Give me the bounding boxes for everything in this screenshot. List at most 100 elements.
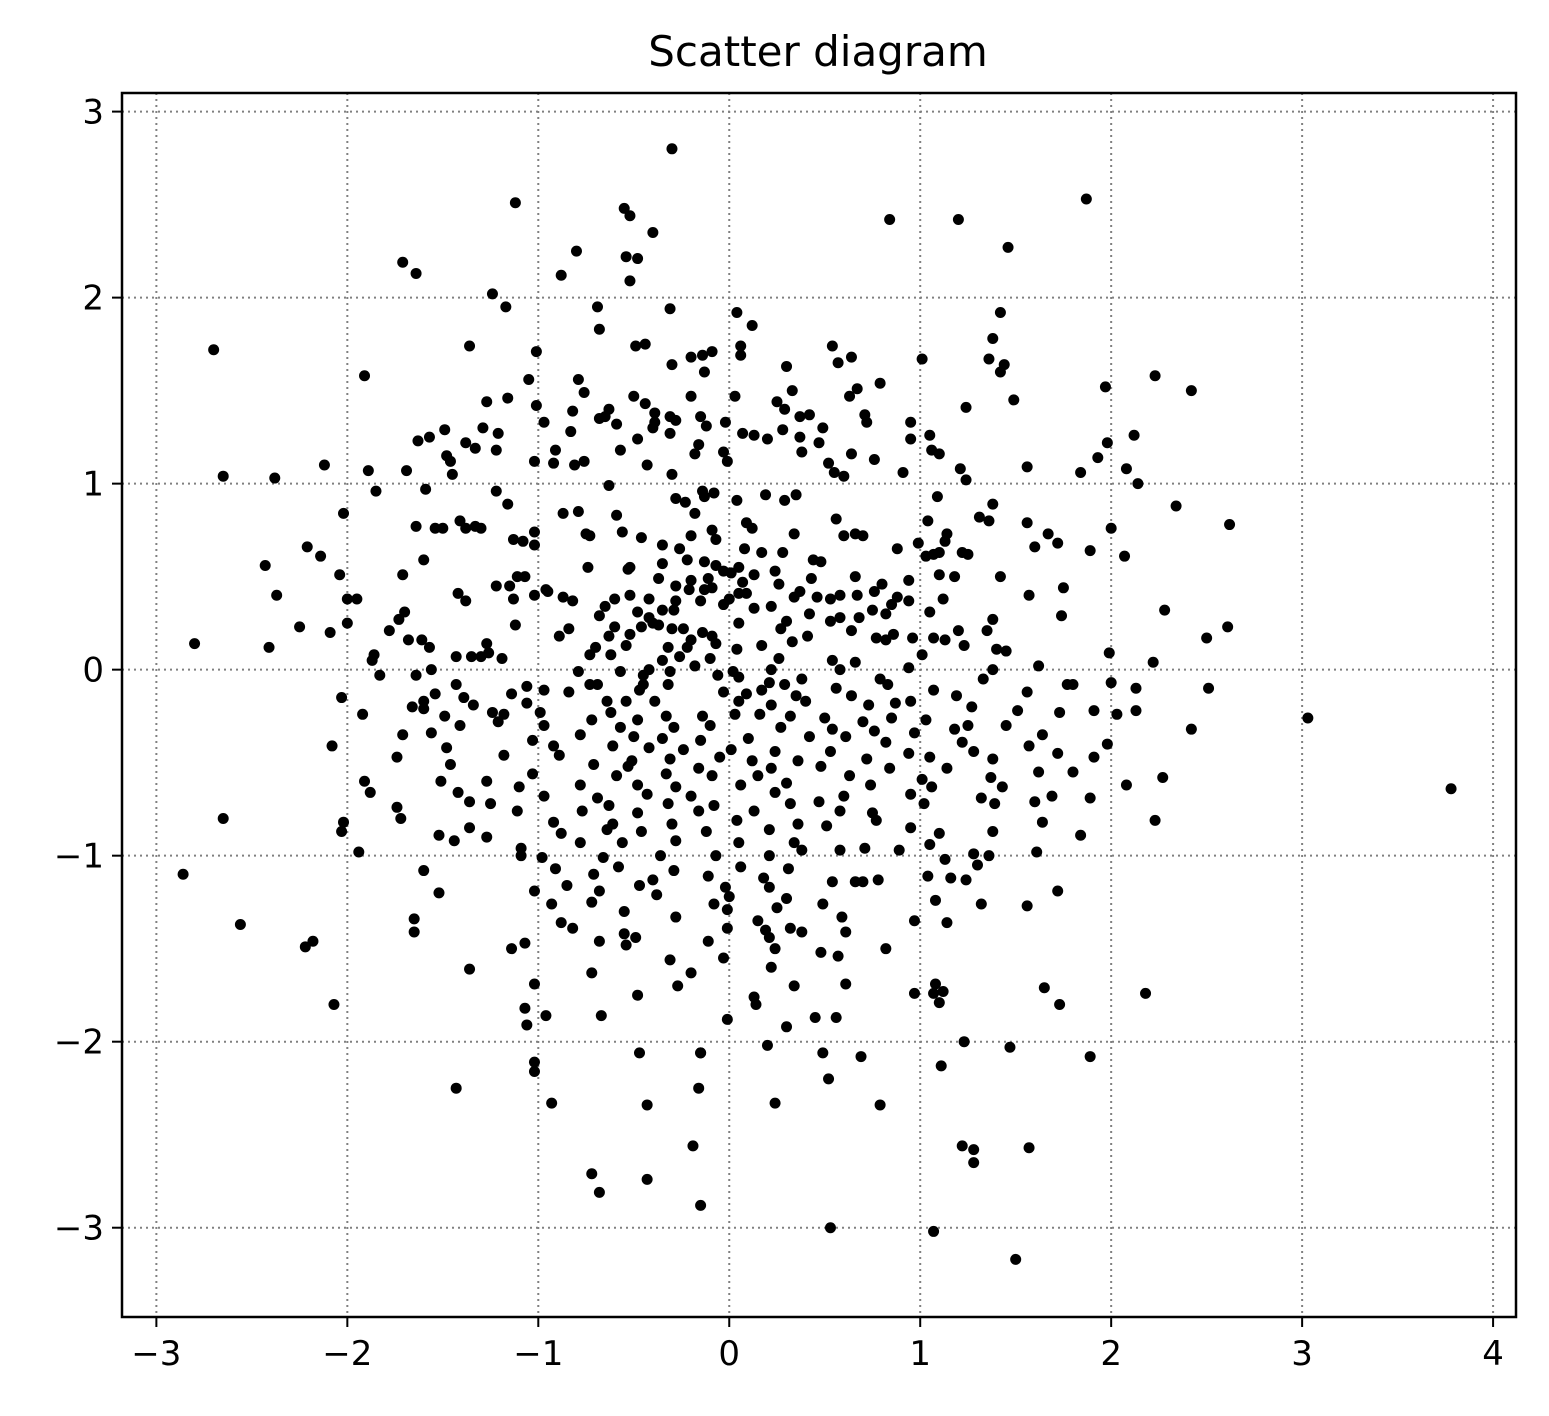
scatter-point [832,357,844,369]
scatter-point [643,742,655,754]
scatter-point [857,530,869,542]
scatter-point [511,805,523,817]
scatter-point [908,915,920,927]
scatter-point [1052,537,1064,549]
scatter-point [662,798,674,810]
scatter-point [586,1168,598,1180]
scatter-point [1132,478,1144,490]
scatter-point [500,301,512,313]
scatter-point [441,742,453,754]
scatter-point [695,1047,707,1059]
scatter-point [506,688,518,700]
scatter-point [271,589,283,601]
scatter-point [710,638,722,650]
scatter-point [553,749,565,761]
scatter-point [595,1010,607,1022]
scatter-point [733,837,745,849]
scatter-point [460,522,472,534]
scatter-point [391,801,403,813]
scatter-point [880,943,892,955]
scatter-point [700,825,712,837]
scatter-point [429,688,441,700]
scatter-point [1120,779,1132,791]
scatter-point [958,1036,970,1048]
scatter-point [632,989,644,1001]
scatter-point [962,548,974,560]
scatter-point [670,493,682,505]
scatter-point [987,753,999,765]
scatter-point [502,392,514,404]
scatter-point [697,710,709,722]
scatter-point [557,507,569,519]
scatter-point [423,431,435,443]
scatter-point [527,734,539,746]
scatter-point [338,507,350,519]
scatter-point [624,589,636,601]
scatter-point [546,898,558,910]
scatter-point [639,398,651,410]
scatter-point [803,409,815,421]
scatter-point [958,639,970,651]
scatter-point [737,427,749,439]
scatter-point [1099,381,1111,393]
scatter-point [1004,1041,1016,1053]
scatter-point [519,937,531,949]
scatter-point [702,870,714,882]
scatter-point [735,861,747,873]
scatter-point [624,210,636,222]
scatter-point [1222,621,1234,633]
scatter-point [748,805,760,817]
scatter-point [632,253,644,265]
scatter-point [567,922,579,934]
scatter-point [794,431,806,443]
scatter-point [408,913,420,925]
scatter-point [933,448,945,460]
scatter-point [656,654,668,666]
scatter-point [844,770,856,782]
scatter-point [987,664,999,676]
scatter-point [708,799,720,811]
scatter-point [763,850,775,862]
scatter-point [941,528,953,540]
scatter-point [928,632,940,644]
scatter-point [670,580,682,592]
scatter-point [351,593,363,605]
scatter-point [960,874,972,886]
scatter-point [477,422,489,434]
scatter-point [530,400,542,412]
scatter-point [706,524,718,536]
scatter-point [481,638,493,650]
scatter-point [656,732,668,744]
scatter-point [563,623,575,635]
scatter-point [315,550,327,562]
scatter-point [874,673,886,685]
scatter-point [357,708,369,720]
scatter-point [1088,751,1100,763]
scatter-point [498,749,510,761]
scatter-point [1302,712,1314,724]
scatter-point [779,403,791,415]
scatter-point [685,390,697,402]
scatter-point [905,822,917,834]
scatter-point [528,978,540,990]
scatter-point [423,641,435,653]
scatter-point [880,608,892,620]
scatter-point [681,554,693,566]
scatter-point [826,723,838,735]
scatter-point [528,589,540,601]
scatter-point [567,595,579,607]
scatter-point [1033,660,1045,672]
scatter-point [670,414,682,426]
scatter-point [366,654,378,666]
scatter-point [872,874,884,886]
scatter-point [464,340,476,352]
scatter-point [616,526,628,538]
scatter-point [643,593,655,605]
scatter-point [826,876,838,888]
scatter-point [393,613,405,625]
scatter-point [706,346,718,358]
scatter-point [662,679,674,691]
scatter-point [916,353,928,365]
scatter-point [903,662,915,674]
scatter-point [397,569,409,581]
